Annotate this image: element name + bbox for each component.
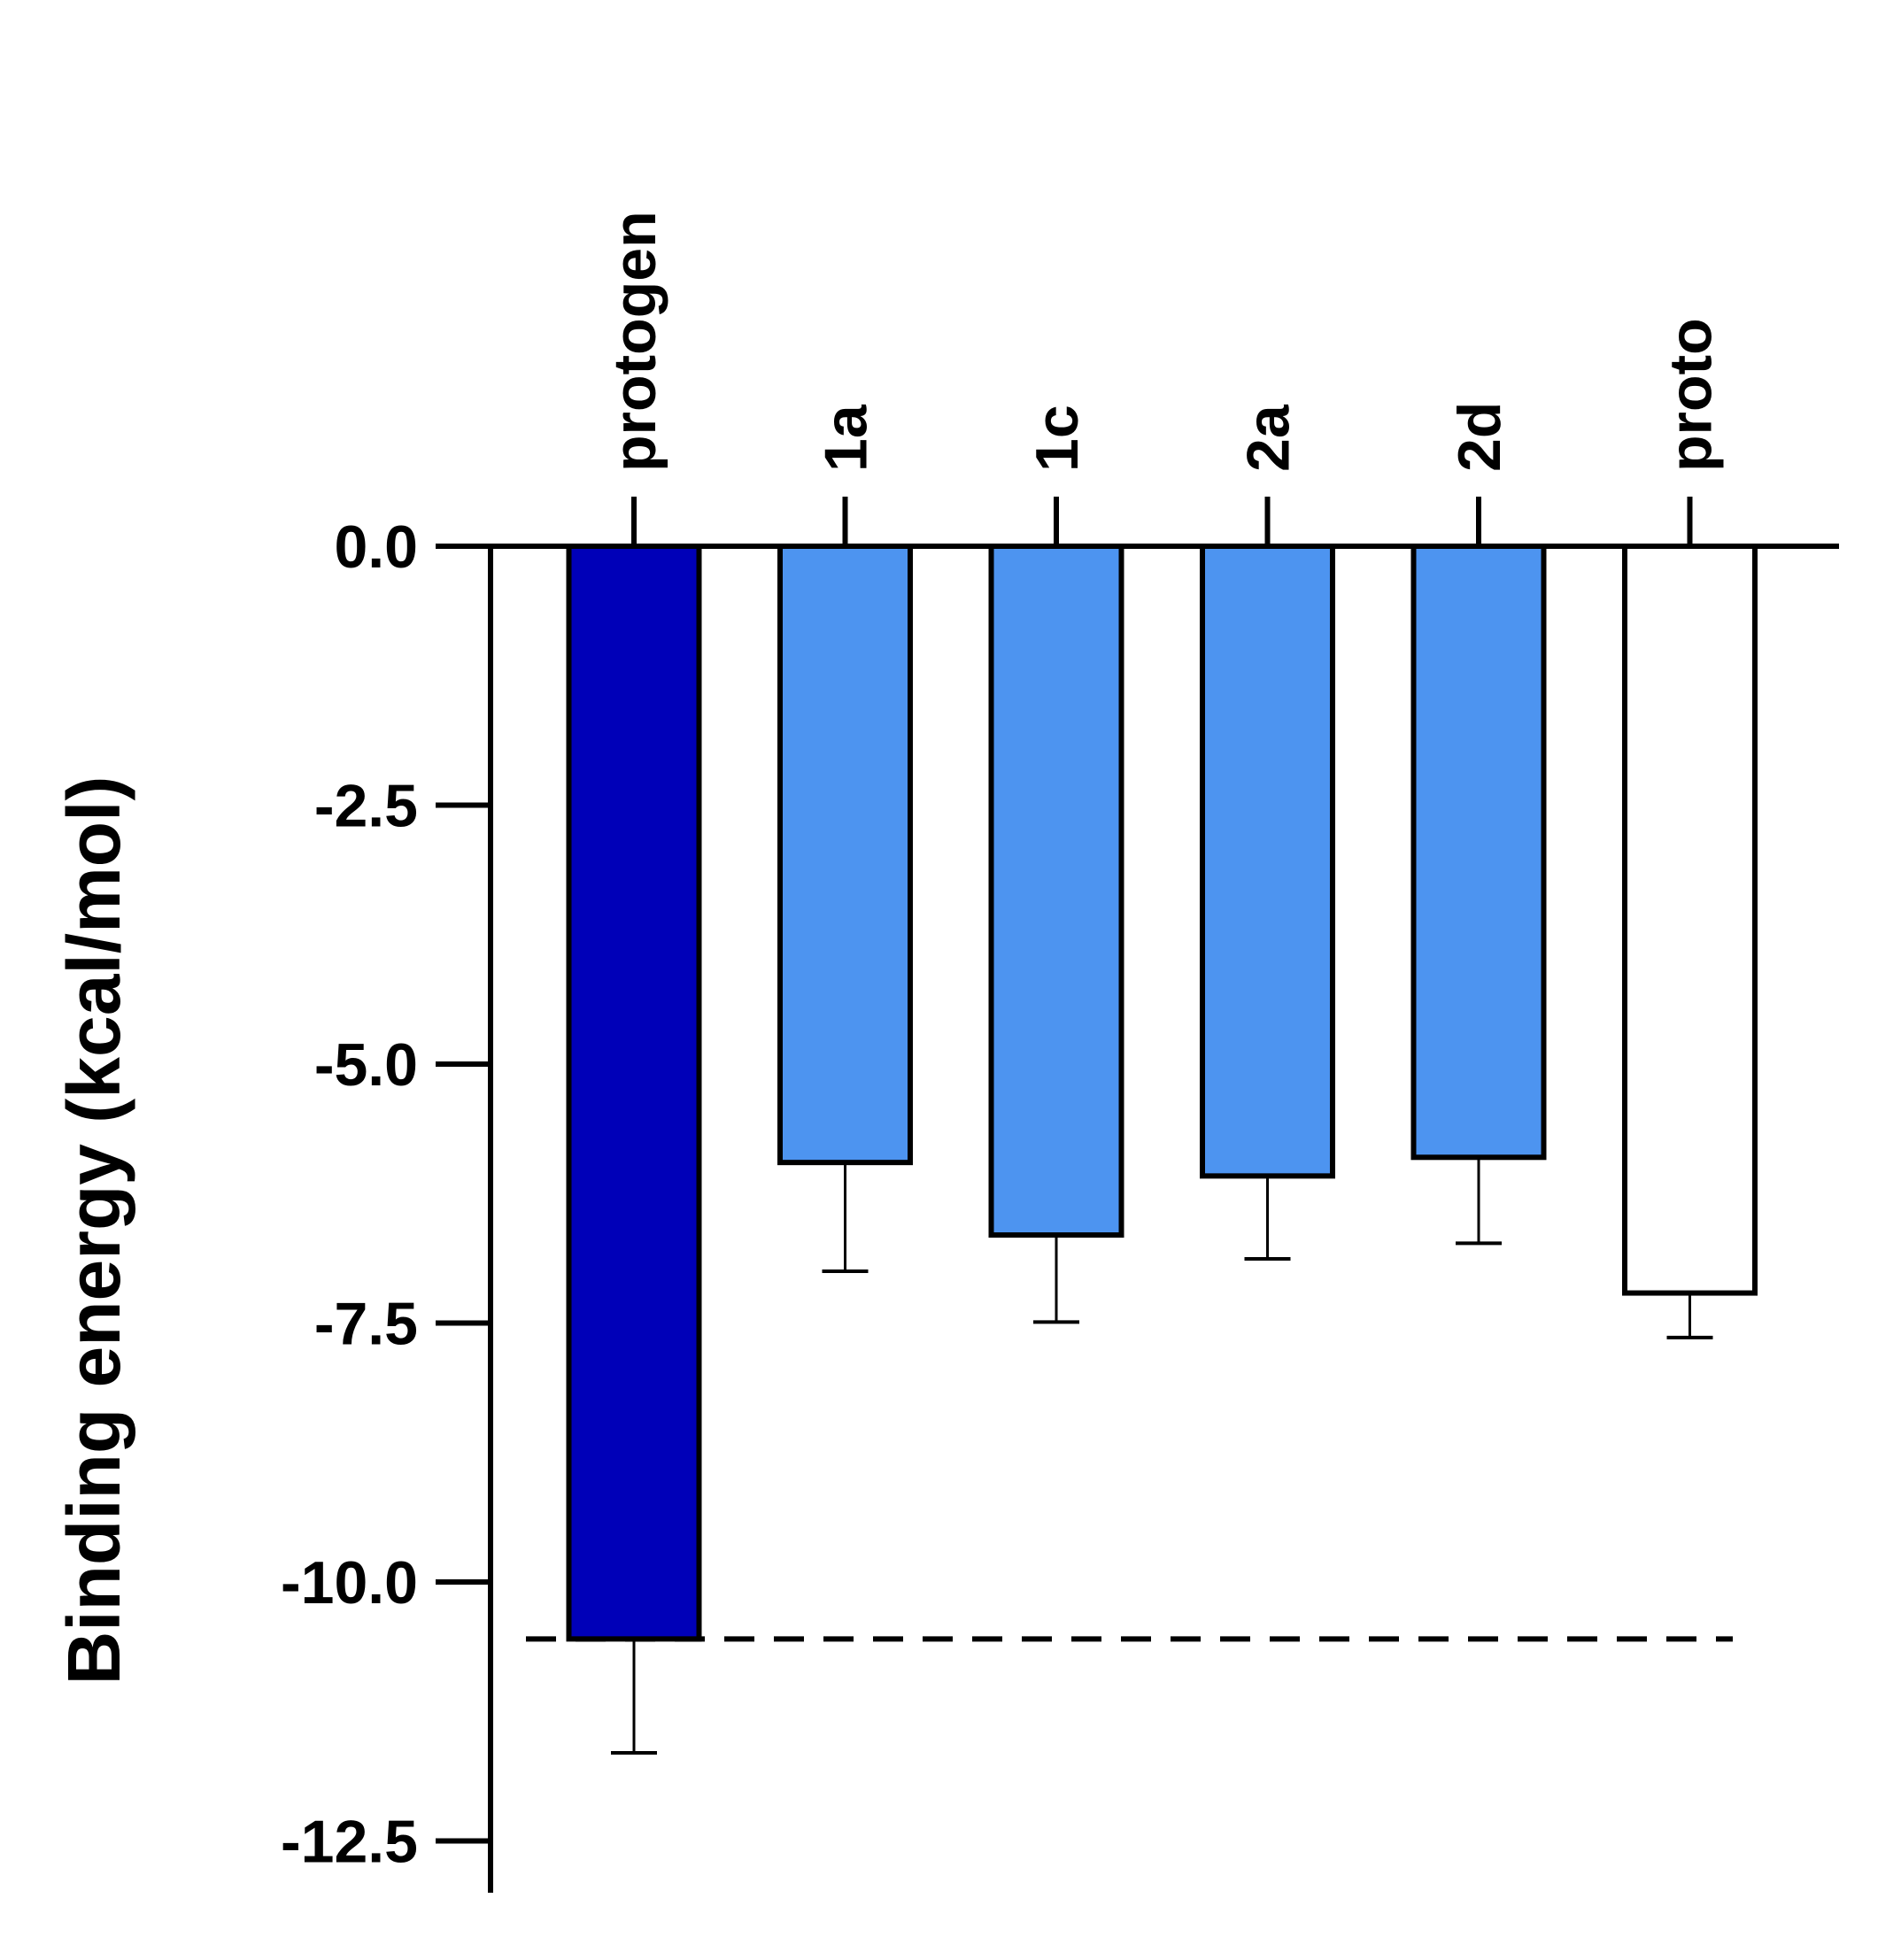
y-tick-label: -12.5 bbox=[281, 1809, 418, 1876]
bar bbox=[566, 544, 702, 1642]
x-tick-label: 2a bbox=[1235, 404, 1302, 472]
bar bbox=[988, 544, 1124, 1239]
x-tick-label: proto bbox=[1658, 318, 1725, 472]
bar bbox=[1200, 544, 1335, 1179]
x-tick-label: 2d bbox=[1446, 402, 1513, 472]
bar bbox=[1622, 544, 1758, 1296]
x-tick-label: 1a bbox=[813, 404, 880, 472]
x-tick-label: protogen bbox=[601, 211, 668, 472]
y-tick-label: -10.0 bbox=[281, 1549, 418, 1617]
y-tick-label: -5.0 bbox=[314, 1031, 418, 1099]
y-axis-label: Binding energy (kcal/mol) bbox=[52, 776, 135, 1686]
y-tick-label: -2.5 bbox=[314, 773, 418, 840]
bar bbox=[777, 544, 913, 1166]
bar bbox=[1410, 544, 1547, 1161]
y-tick-label: -7.5 bbox=[314, 1291, 418, 1358]
y-tick-label: 0.0 bbox=[334, 513, 418, 581]
x-tick-label: 1c bbox=[1024, 405, 1091, 472]
